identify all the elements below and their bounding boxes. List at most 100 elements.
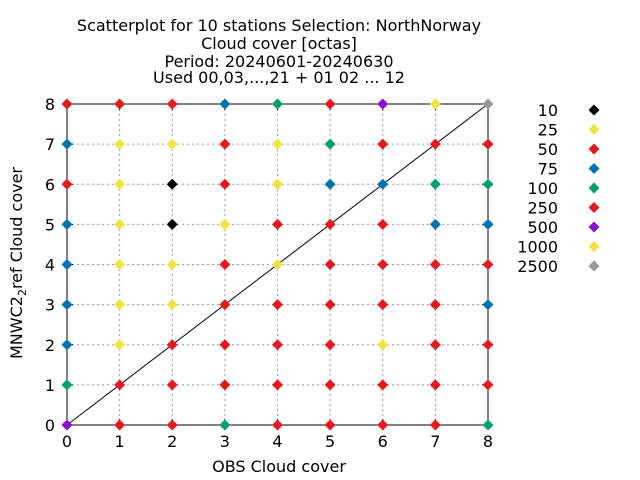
y-tick-label-3: 3	[45, 296, 55, 315]
y-axis-label-subscript: 2	[16, 289, 29, 296]
data-point-1-7	[114, 138, 126, 150]
title-line-1: Scatterplot for 10 stations Selection: N…	[77, 16, 481, 35]
data-point-0-7	[61, 138, 73, 150]
legend-marker-250	[588, 202, 600, 213]
x-tick-label-2: 2	[167, 432, 177, 451]
legend-marker-75	[588, 163, 600, 174]
x-tick-label-6: 6	[378, 432, 388, 451]
y-tick-label-6: 6	[45, 175, 55, 194]
data-point-2-0	[166, 419, 178, 431]
data-point-6-8	[377, 98, 389, 110]
data-point-5-8	[324, 98, 336, 110]
data-point-2-6	[166, 178, 178, 190]
data-point-7-8	[429, 98, 441, 110]
data-point-3-1	[219, 379, 231, 391]
data-point-2-4	[166, 259, 178, 270]
data-point-1-4	[114, 259, 126, 270]
title-line-3: Period: 20240601-20240630	[164, 52, 393, 71]
data-point-2-2	[166, 339, 178, 351]
data-point-8-3	[482, 299, 494, 311]
data-point-8-6	[482, 178, 494, 190]
data-point-8-4	[482, 259, 494, 270]
data-point-6-7	[377, 138, 389, 150]
data-point-6-5	[377, 218, 389, 230]
data-point-6-3	[377, 299, 389, 311]
data-point-7-6	[429, 178, 441, 190]
data-point-5-4	[324, 259, 336, 270]
data-point-8-1	[482, 379, 494, 391]
legend-label-250: 250	[527, 199, 558, 218]
x-tick-label-7: 7	[430, 432, 440, 451]
data-point-0-1	[61, 379, 73, 391]
x-tick-label-0: 0	[62, 432, 72, 451]
data-point-0-4	[61, 259, 73, 270]
x-tick-label-3: 3	[220, 432, 230, 451]
data-point-4-2	[272, 339, 283, 351]
legend-marker-100	[588, 182, 600, 194]
data-point-7-2	[429, 339, 441, 351]
y-tick-label-5: 5	[45, 215, 55, 234]
legend-marker-25	[588, 124, 600, 135]
data-point-5-3	[324, 299, 336, 311]
axis-ticks: 0 1 2 3 4 5 6 7 8 0 1 2 3 4 5 6 7 8	[45, 95, 493, 451]
data-point-4-3	[272, 299, 283, 311]
data-point-3-8	[219, 98, 231, 110]
data-point-6-2	[377, 339, 389, 351]
data-point-0-5	[61, 218, 73, 230]
legend-label-25: 25	[538, 121, 558, 140]
y-axis-label: MNWC22ref Cloud cover	[7, 167, 29, 359]
data-point-1-0	[114, 419, 126, 431]
data-point-0-3	[61, 299, 73, 311]
data-point-5-0	[324, 419, 336, 431]
data-point-8-5	[482, 218, 494, 230]
data-point-7-1	[429, 379, 441, 391]
data-point-5-7	[324, 138, 336, 150]
title-line-2: Cloud cover [octas]	[201, 34, 357, 53]
data-point-0-8	[61, 98, 73, 110]
data-point-2-5	[166, 218, 178, 230]
y-axis-label-prefix: MNWC2	[7, 296, 26, 359]
x-tick-label-4: 4	[272, 432, 282, 451]
legend-label-75: 75	[538, 160, 558, 179]
data-point-3-3	[219, 299, 231, 311]
data-point-8-2	[482, 339, 494, 351]
title-line-4: Used 00,03,...,21 + 01 02 ... 12	[153, 68, 405, 87]
data-point-2-7	[166, 138, 178, 150]
data-point-5-1	[324, 379, 336, 391]
legend-marker-2500	[588, 260, 600, 272]
x-tick-label-5: 5	[325, 432, 335, 451]
data-point-1-2	[114, 339, 126, 351]
data-point-6-1	[377, 379, 389, 391]
data-point-0-2	[61, 339, 73, 351]
data-point-3-4	[219, 259, 231, 270]
data-point-1-6	[114, 178, 126, 190]
data-point-4-5	[272, 218, 283, 230]
data-point-8-8	[482, 98, 494, 110]
data-point-2-8	[166, 98, 178, 110]
legend-marker-500	[588, 221, 600, 233]
data-point-2-1	[166, 379, 178, 391]
data-point-4-4	[272, 259, 283, 270]
x-tick-label-8: 8	[483, 432, 493, 451]
y-tick-label-0: 0	[45, 416, 55, 435]
y-tick-label-8: 8	[45, 95, 55, 114]
legend-marker-50	[588, 143, 600, 155]
data-point-4-8	[272, 98, 283, 110]
data-point-7-4	[429, 259, 441, 270]
data-point-8-0	[482, 419, 494, 431]
legend-label-100: 100	[527, 179, 558, 198]
data-point-7-5	[429, 218, 441, 230]
y-tick-label-1: 1	[45, 376, 55, 395]
data-point-5-5	[324, 218, 336, 230]
legend-label-10: 10	[538, 101, 558, 120]
data-point-3-0	[219, 419, 231, 431]
y-tick-label-4: 4	[45, 256, 55, 275]
chart-title: Scatterplot for 10 stations Selection: N…	[77, 16, 481, 87]
data-point-1-1	[114, 379, 126, 391]
data-point-8-7	[482, 138, 494, 150]
x-tick-label-1: 1	[115, 432, 125, 451]
data-point-6-6	[377, 178, 389, 190]
data-point-0-0	[61, 419, 73, 431]
